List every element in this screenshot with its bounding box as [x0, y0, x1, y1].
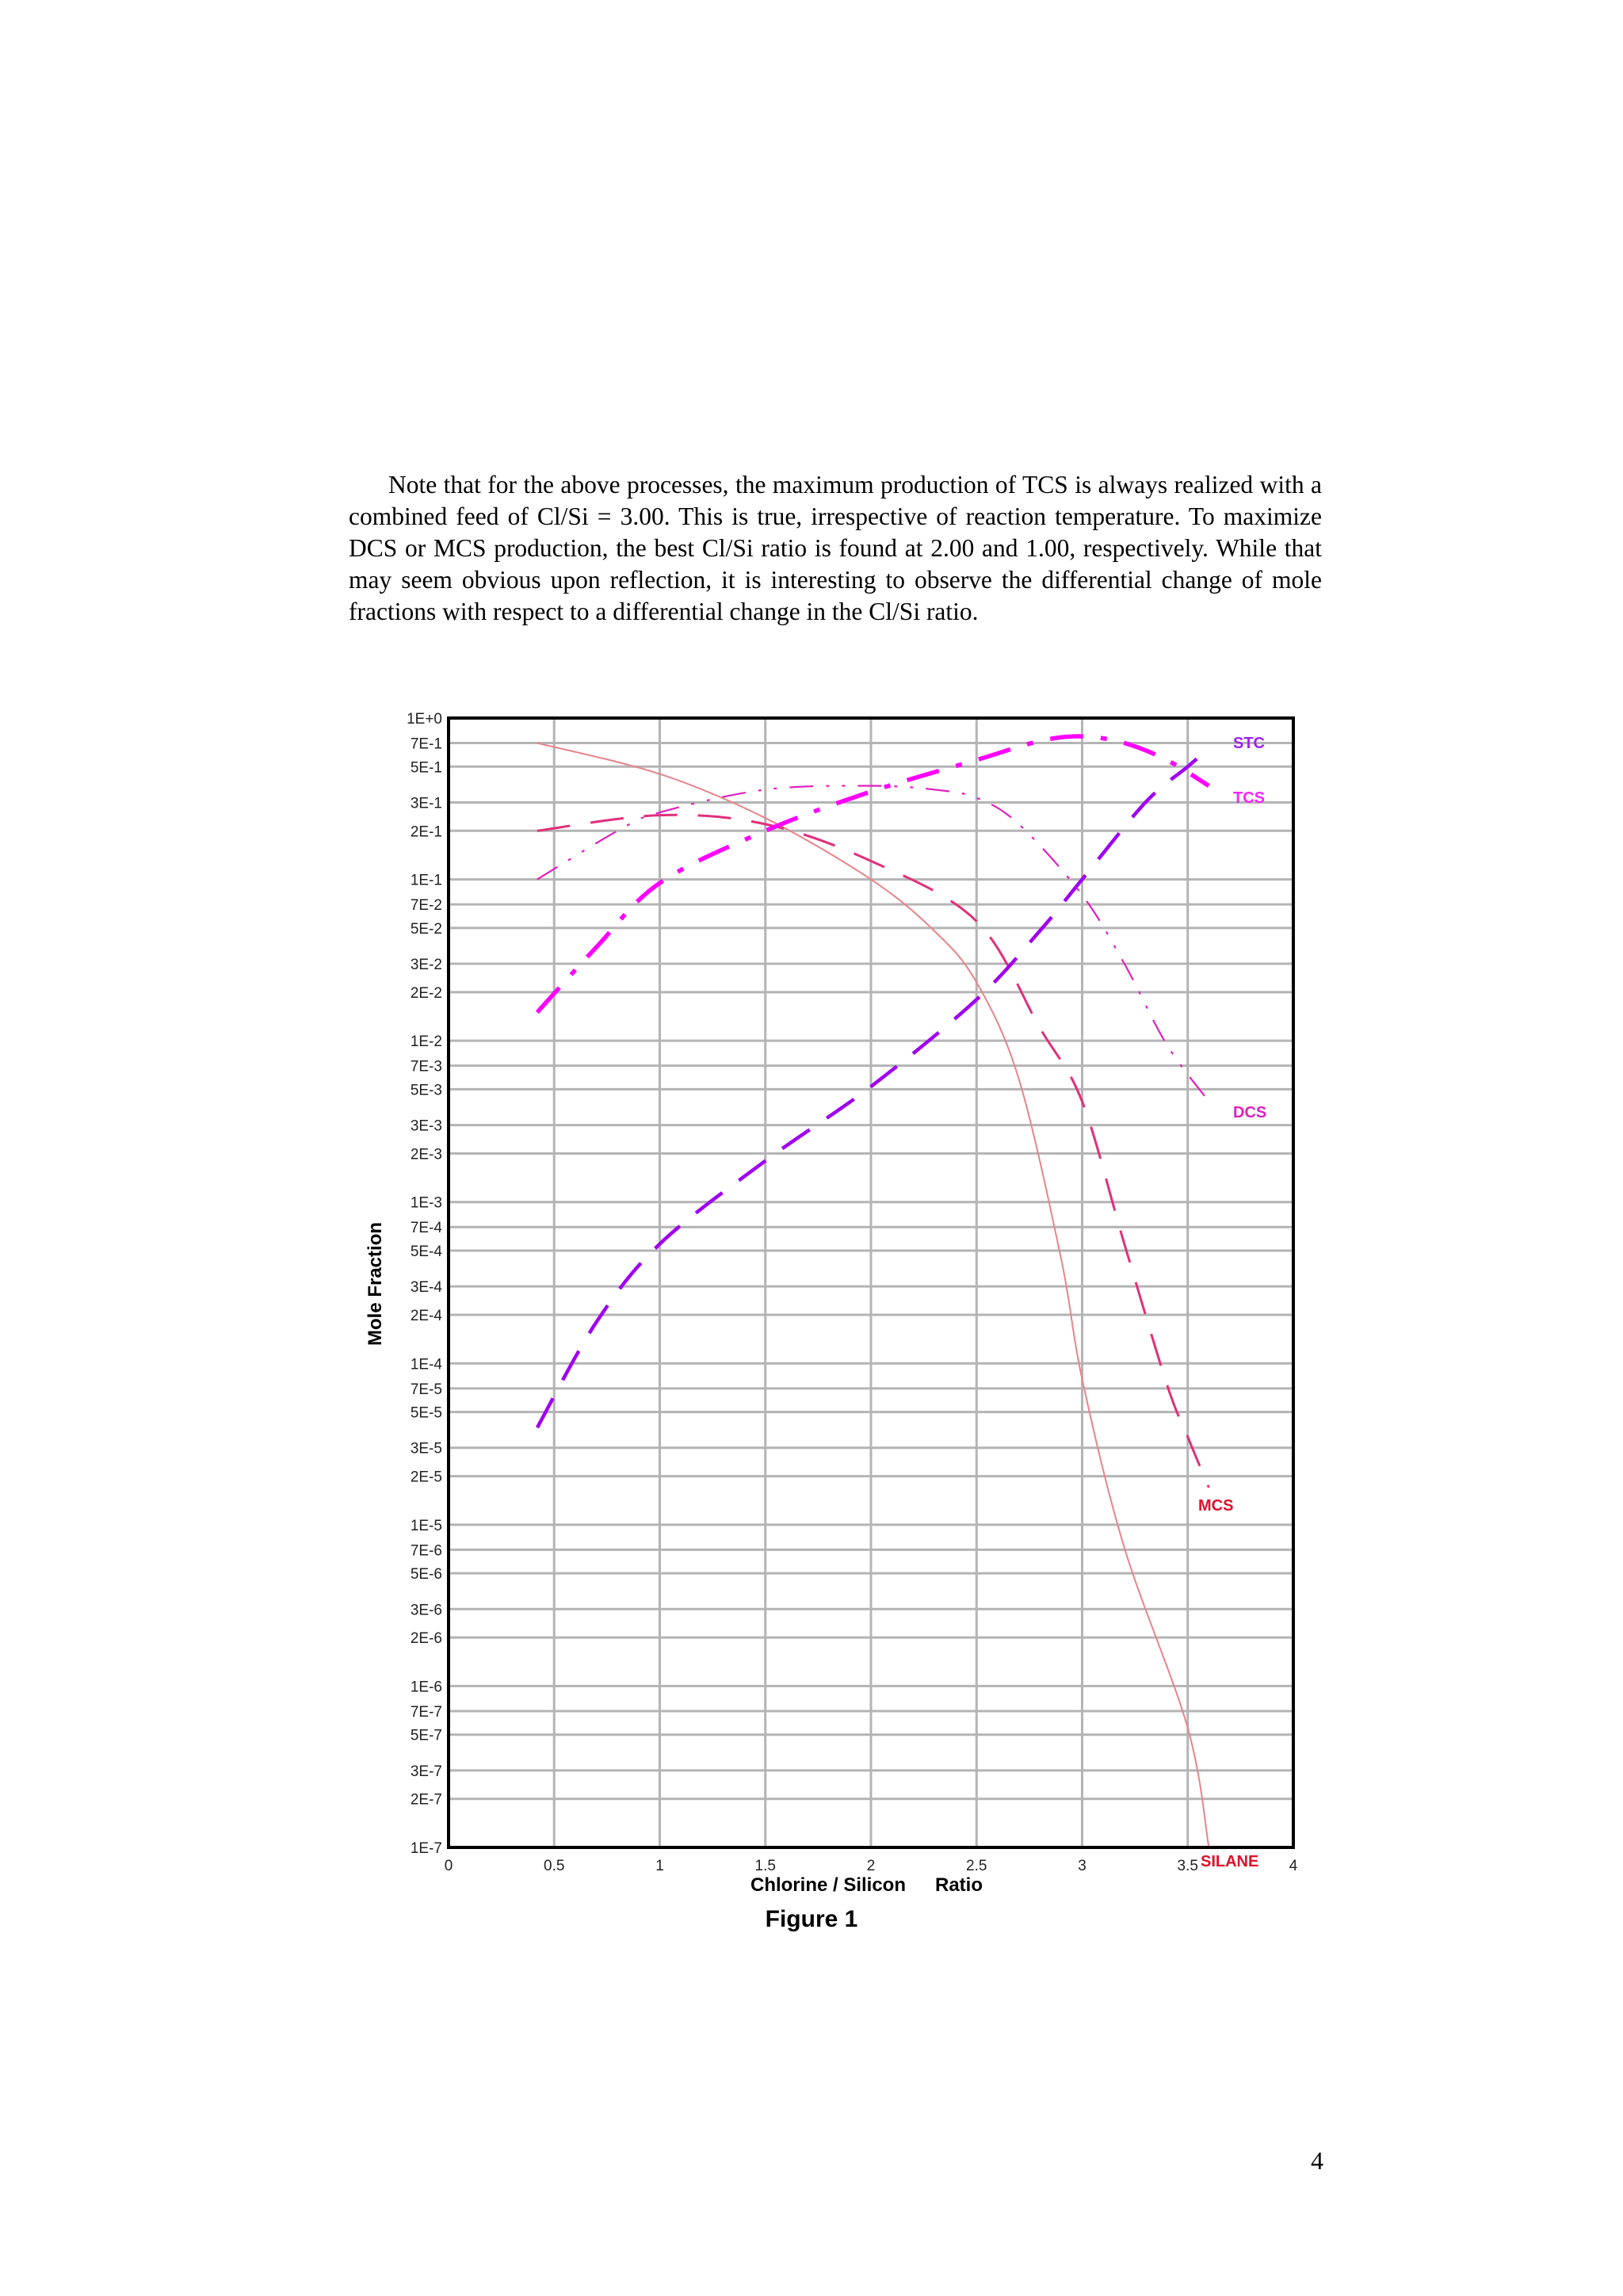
y-tick-label: 2E-5 — [411, 1469, 442, 1486]
series-label-mcs: MCS — [1198, 1497, 1233, 1515]
y-tick-label: 5E-3 — [411, 1082, 442, 1098]
y-tick-label: 1E-3 — [411, 1195, 442, 1212]
y-tick-label: 1E-1 — [411, 873, 442, 889]
y-tick-label: 5E-4 — [411, 1244, 443, 1260]
y-tick-label: 2E-6 — [411, 1630, 442, 1647]
page-number: 4 — [1311, 2146, 1323, 2175]
y-tick-label: 3E-3 — [411, 1118, 442, 1135]
x-tick-label: 0 — [445, 1858, 453, 1874]
y-tick-label: 3E-7 — [411, 1763, 442, 1780]
y-tick-label: 7E-3 — [411, 1059, 442, 1075]
series-line-dcs — [537, 785, 1210, 1102]
chart-curves — [535, 734, 1210, 1848]
series-line-mcs — [537, 813, 1210, 1488]
series-label-silane: SILANE — [1201, 1853, 1258, 1870]
figure-caption: Figure 1 — [765, 1906, 858, 1932]
y-tick-label: 3E-5 — [411, 1441, 442, 1457]
y-tick-label: 7E-6 — [411, 1542, 442, 1559]
y-tick-labels: 1E+0 7E-1 5E-1 3E-1 2E-1 1E-1 7E-2 5E-2 3E-2 2E-2… — [407, 711, 442, 1857]
x-tick-labels: 0 0.5 1 1.5 2 2.5 3 3.5 4 — [445, 1858, 1298, 1874]
y-tick-label: 2E-7 — [411, 1792, 442, 1809]
y-tick-label: 1E-7 — [411, 1840, 442, 1857]
series-labels: SILANE MCS DCS TCS STC — [1198, 735, 1266, 1870]
y-tick-label: 7E-1 — [411, 736, 442, 753]
y-tick-label: 3E-1 — [411, 795, 442, 812]
y-tick-label: 5E-1 — [411, 759, 442, 776]
y-tick-label: 7E-5 — [411, 1381, 442, 1398]
y-tick-label: 2E-3 — [411, 1146, 442, 1163]
series-line-tcs — [535, 734, 1210, 1014]
y-tick-label: 2E-4 — [411, 1308, 443, 1324]
chart-grid — [447, 716, 1295, 1849]
x-tick-label: 1.5 — [755, 1858, 776, 1874]
y-tick-label: 5E-6 — [411, 1566, 442, 1583]
body-paragraph: Note that for the above processes, the m… — [349, 471, 1322, 625]
y-tick-label: 1E-2 — [411, 1033, 442, 1050]
plot-frame — [447, 716, 1295, 1849]
y-tick-label: 5E-7 — [411, 1728, 442, 1744]
x-tick-label: 2 — [867, 1858, 876, 1874]
y-tick-label: 7E-4 — [411, 1220, 443, 1236]
y-tick-label: 5E-2 — [411, 921, 442, 938]
y-tick-label: 3E-6 — [411, 1602, 442, 1618]
y-tick-label: 1E-5 — [411, 1518, 442, 1534]
series-line-silane — [537, 742, 1210, 1848]
x-tick-label: 2.5 — [966, 1858, 987, 1874]
x-tick-label: 1 — [655, 1858, 664, 1874]
y-tick-label: 3E-4 — [411, 1279, 443, 1296]
x-tick-label: 3.5 — [1178, 1858, 1198, 1874]
y-tick-label: 1E-4 — [411, 1356, 443, 1373]
y-tick-label: 1E-6 — [411, 1679, 442, 1695]
x-axis-label-ratio: Ratio — [935, 1874, 983, 1896]
y-axis-label: Mole Fraction — [365, 1222, 386, 1346]
y-tick-label: 1E+0 — [407, 711, 442, 728]
series-label-stc: STC — [1233, 735, 1265, 752]
x-axis-label: Chlorine / Silicon — [750, 1874, 906, 1896]
y-tick-label: 2E-2 — [411, 985, 442, 1002]
series-label-dcs: DCS — [1233, 1104, 1266, 1121]
series-line-stc — [535, 747, 1210, 1429]
x-tick-label: 3 — [1078, 1858, 1086, 1874]
y-tick-label: 7E-2 — [411, 897, 442, 914]
series-label-tcs: TCS — [1233, 789, 1265, 807]
y-tick-label: 3E-2 — [411, 957, 442, 973]
x-tick-label: 0.5 — [544, 1858, 564, 1874]
x-tick-label: 4 — [1289, 1858, 1298, 1874]
y-tick-label: 5E-5 — [411, 1405, 442, 1422]
y-tick-label: 7E-7 — [411, 1704, 442, 1721]
y-tick-label: 2E-1 — [411, 823, 442, 840]
